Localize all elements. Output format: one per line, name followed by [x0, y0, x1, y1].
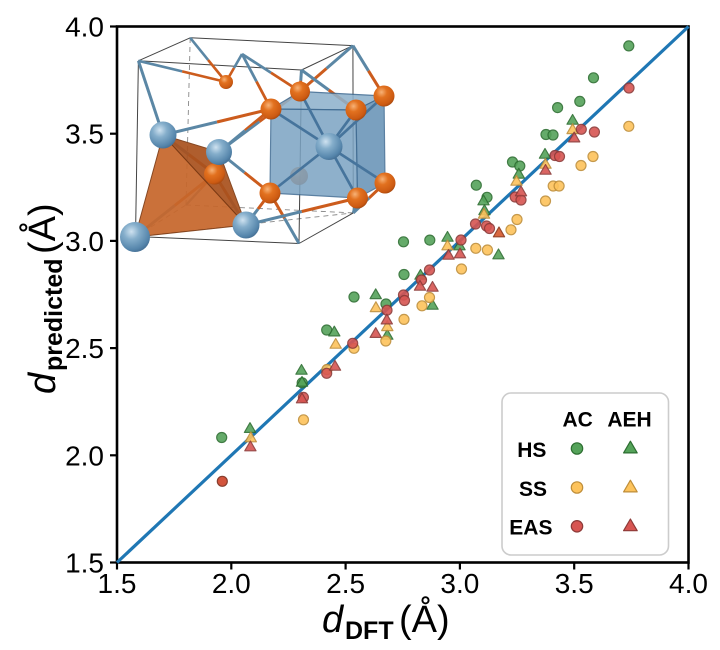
svg-text:4.0: 4.0 — [65, 12, 104, 43]
svg-text:(A): (A) — [22, 203, 64, 254]
svg-text:3.0: 3.0 — [440, 568, 479, 599]
svg-text:2.0: 2.0 — [212, 568, 251, 599]
svg-text:predicted: predicted — [40, 258, 68, 371]
svg-text:d: d — [322, 599, 345, 641]
svg-text:(A): (A) — [399, 599, 450, 641]
svg-text:1.5: 1.5 — [65, 548, 104, 579]
svg-text:DFT: DFT — [345, 617, 394, 645]
svg-text:3.0: 3.0 — [65, 226, 104, 257]
svg-text:2.5: 2.5 — [65, 333, 104, 364]
svg-text:3.5: 3.5 — [65, 119, 104, 150]
svg-text:3.5: 3.5 — [555, 568, 594, 599]
svg-text:AEH: AEH — [607, 409, 651, 432]
svg-text:2.0: 2.0 — [65, 440, 104, 471]
svg-text:HS: HS — [517, 439, 546, 462]
svg-text:d: d — [22, 371, 64, 394]
svg-text:SS: SS — [519, 478, 547, 501]
svg-text:AC: AC — [563, 409, 593, 432]
svg-text:2.5: 2.5 — [326, 568, 365, 599]
svg-text:1.5: 1.5 — [98, 568, 137, 599]
svg-text:4.0: 4.0 — [669, 568, 708, 599]
svg-text:EAS: EAS — [509, 517, 552, 540]
